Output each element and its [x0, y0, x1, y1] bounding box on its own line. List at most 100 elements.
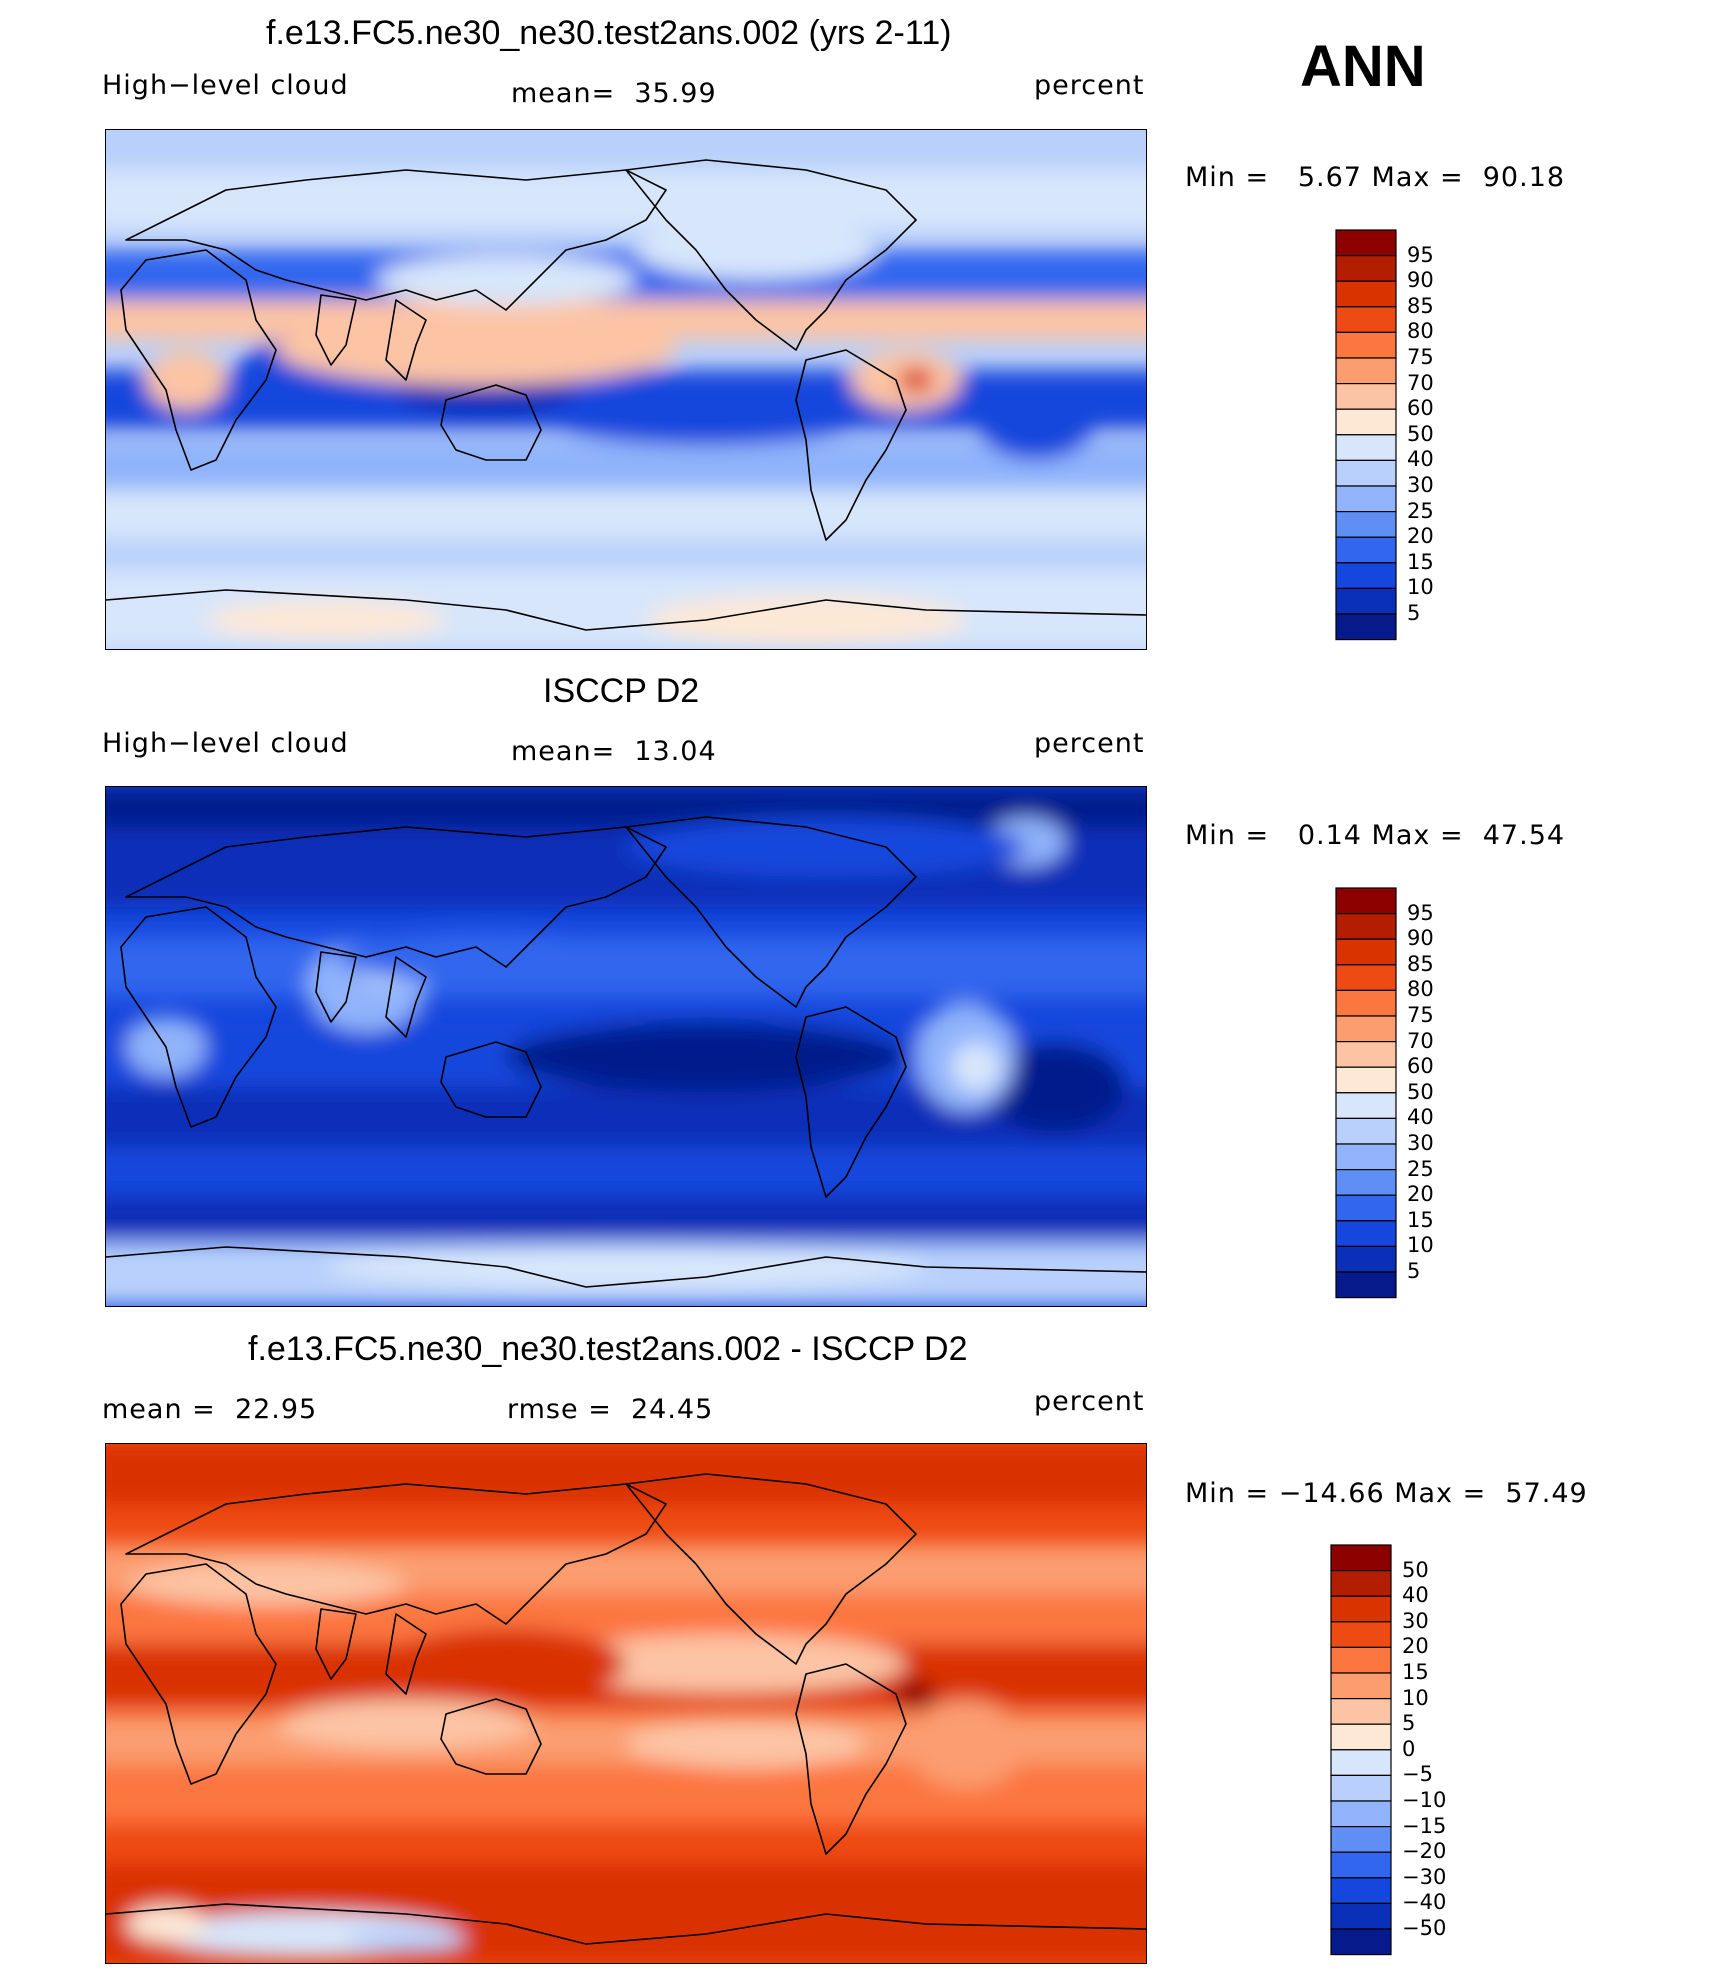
colorbar-box	[1330, 1774, 1392, 1802]
colorbar-box	[1335, 280, 1397, 308]
coastline	[120, 249, 277, 471]
panel-3-unit: percent	[1034, 1386, 1145, 1417]
colorbar-box	[1330, 1749, 1392, 1777]
field-blob	[636, 220, 876, 280]
colorbar-box	[1335, 511, 1397, 538]
panel-2-mean: mean= 13.04	[511, 736, 717, 767]
field-blob	[898, 368, 934, 392]
panel-2-title: ISCCP D2	[543, 672, 700, 710]
coastline	[795, 349, 907, 541]
coastline	[125, 169, 667, 311]
coastline	[440, 1041, 542, 1118]
coastline	[106, 1246, 1146, 1288]
coastline	[625, 816, 917, 1008]
colorbar-box	[1330, 1595, 1392, 1623]
colorbar-box	[1335, 964, 1397, 992]
colorbar-tick-label: 80	[1407, 319, 1434, 344]
colorbar-tick-label: 50	[1402, 1557, 1429, 1582]
coastline	[106, 589, 1146, 631]
colorbar-box	[1330, 1902, 1392, 1930]
colorbar-box	[1330, 1672, 1392, 1700]
field-blob	[976, 380, 1096, 460]
colorbar-box	[1335, 1041, 1397, 1068]
colorbar-tick-label: 20	[1407, 524, 1434, 549]
field-band	[106, 440, 1146, 490]
field-blob	[626, 817, 1026, 877]
panel-2-variable: High−level cloud	[102, 728, 349, 759]
colorbar-box	[1330, 1621, 1392, 1649]
colorbar-box	[1330, 1570, 1392, 1597]
field-band	[106, 1444, 1146, 1504]
colorbar-box	[1335, 536, 1397, 564]
colorbar-box	[1335, 613, 1397, 641]
colorbar-box	[1335, 1092, 1397, 1120]
coastline	[795, 1663, 907, 1855]
colorbar-tick-label: 20	[1402, 1634, 1429, 1659]
panel-2-contour-field	[106, 787, 1146, 1306]
colorbar-tick-label: 75	[1407, 1003, 1434, 1027]
panel-3-minmax: Min = −14.66 Max = 57.49	[1185, 1478, 1588, 1509]
coastline	[440, 1698, 542, 1775]
colorbar-tick-label: 30	[1407, 1131, 1434, 1155]
season-label: ANN	[1300, 34, 1426, 99]
colorbar-tick-label: 85	[1407, 293, 1434, 318]
field-blob	[896, 1680, 936, 1708]
field-band	[106, 1197, 1146, 1237]
field-blob	[126, 1562, 406, 1606]
colorbar-box	[1335, 938, 1397, 966]
panel-3-map	[105, 1443, 1147, 1964]
coastline	[625, 1473, 917, 1665]
colorbar-box	[1330, 1800, 1392, 1828]
panel-1-mean: mean= 35.99	[511, 78, 717, 109]
colorbar-box	[1335, 357, 1397, 385]
colorbar-box	[1330, 1851, 1392, 1879]
field-band	[106, 937, 1146, 997]
colorbar-tick-label: −50	[1402, 1916, 1447, 1940]
panel-3-contour-field	[106, 1444, 1146, 1963]
colorbar-box	[1330, 1723, 1392, 1751]
panel-1-contour-field	[106, 130, 1146, 649]
colorbar-tick-label: 30	[1407, 473, 1434, 497]
coastline	[385, 956, 427, 1038]
field-blob	[376, 255, 636, 305]
colorbar-tick-label: 85	[1407, 951, 1434, 976]
colorbar-tick-label: 40	[1407, 1105, 1434, 1130]
colorbar-box	[1335, 1169, 1397, 1196]
panel-2-map	[105, 786, 1147, 1307]
colorbar-box	[1335, 913, 1397, 940]
colorbar-tick-label: 10	[1402, 1685, 1429, 1710]
colorbar-tick-label: 50	[1407, 1079, 1434, 1104]
colorbar-tick-label: 10	[1407, 1233, 1434, 1258]
colorbar-box	[1330, 1646, 1392, 1674]
colorbar-tick-label: 25	[1407, 498, 1434, 523]
colorbar-tick-label: 95	[1407, 900, 1434, 925]
colorbar-box	[1335, 1271, 1397, 1299]
field-blob	[506, 1022, 906, 1092]
field-blob	[546, 1634, 906, 1694]
panel-2-unit: percent	[1034, 728, 1145, 759]
colorbar-box	[1335, 459, 1397, 487]
panel-1-variable: High−level cloud	[102, 70, 349, 101]
colorbar-box	[1335, 485, 1397, 513]
colorbar-tick-label: 90	[1407, 926, 1434, 951]
colorbar-box	[1330, 1877, 1392, 1904]
panel-1-title: f.e13.FC5.ne30_ne30.test2ans.002 (yrs 2-…	[266, 14, 952, 52]
panel-3-mean: mean = 22.95	[102, 1394, 318, 1425]
field-blob	[146, 350, 226, 410]
colorbar-tick-label: 40	[1407, 447, 1434, 472]
field-blob	[951, 1042, 1001, 1092]
panel-1-unit: percent	[1034, 70, 1145, 101]
field-blob	[986, 1042, 1126, 1132]
colorbar-tick-label: 70	[1407, 1028, 1434, 1053]
colorbar-tick-label: 15	[1402, 1660, 1429, 1684]
coastline	[120, 906, 277, 1128]
panel-3-rmse: rmse = 24.45	[507, 1394, 714, 1425]
colorbar-tick-label: 15	[1407, 549, 1434, 574]
colorbar-tick-label: 5	[1407, 1259, 1421, 1283]
colorbar-box	[1330, 1544, 1392, 1572]
colorbar-box	[1330, 1826, 1392, 1853]
field-blob	[126, 1906, 206, 1942]
colorbar-tick-label: −15	[1402, 1813, 1447, 1838]
colorbar-box	[1335, 1015, 1397, 1043]
coastline	[315, 951, 357, 1023]
